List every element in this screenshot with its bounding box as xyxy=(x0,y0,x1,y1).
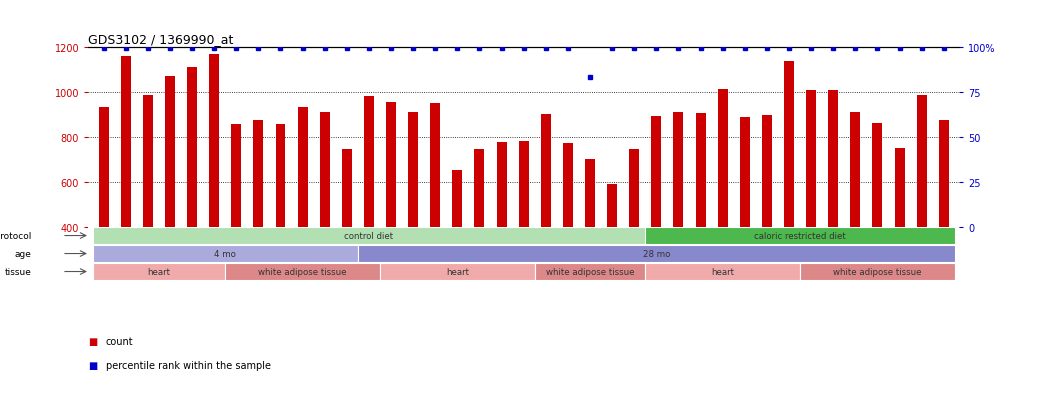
Bar xyxy=(298,108,308,227)
Bar xyxy=(276,125,285,227)
Bar xyxy=(143,96,152,227)
Bar xyxy=(645,228,955,244)
Bar xyxy=(165,77,175,227)
Bar xyxy=(99,108,109,227)
Text: tissue: tissue xyxy=(4,267,31,276)
Bar xyxy=(475,150,484,227)
Bar xyxy=(120,57,131,227)
Text: percentile rank within the sample: percentile rank within the sample xyxy=(106,361,271,370)
Bar xyxy=(386,102,396,227)
Bar xyxy=(518,142,529,227)
Bar xyxy=(800,264,955,280)
Bar xyxy=(784,62,794,227)
Bar xyxy=(92,246,358,262)
Bar xyxy=(409,113,418,227)
Text: age: age xyxy=(15,249,31,259)
Text: control diet: control diet xyxy=(344,231,393,240)
Text: 28 mo: 28 mo xyxy=(643,249,670,259)
Bar xyxy=(535,264,645,280)
Bar xyxy=(806,91,816,227)
Bar xyxy=(92,228,645,244)
Bar xyxy=(319,113,330,227)
Bar xyxy=(187,68,197,227)
Bar xyxy=(651,117,662,227)
Text: heart: heart xyxy=(147,267,170,276)
Bar xyxy=(739,118,750,227)
Bar xyxy=(696,114,705,227)
Bar xyxy=(253,121,263,227)
Bar xyxy=(718,90,728,227)
Bar xyxy=(430,104,441,227)
Text: ■: ■ xyxy=(88,336,97,346)
Bar xyxy=(209,55,219,227)
Bar xyxy=(645,264,800,280)
Bar xyxy=(342,150,352,227)
Text: count: count xyxy=(106,336,134,346)
Bar xyxy=(762,116,772,227)
Bar xyxy=(629,150,639,227)
Bar xyxy=(850,113,861,227)
Bar xyxy=(895,148,904,227)
Text: white adipose tissue: white adipose tissue xyxy=(545,267,635,276)
Bar xyxy=(364,97,374,227)
Bar xyxy=(872,124,882,227)
Text: white adipose tissue: white adipose tissue xyxy=(833,267,922,276)
Bar xyxy=(231,125,242,227)
Bar xyxy=(225,264,380,280)
Bar xyxy=(452,171,463,227)
Text: 4 mo: 4 mo xyxy=(215,249,236,259)
Text: heart: heart xyxy=(446,267,469,276)
Bar xyxy=(541,115,551,227)
Text: caloric restricted diet: caloric restricted diet xyxy=(754,231,846,240)
Bar xyxy=(563,144,572,227)
Bar xyxy=(585,160,595,227)
Bar xyxy=(673,113,683,227)
Bar xyxy=(92,264,225,280)
Bar xyxy=(497,143,506,227)
Text: growth protocol: growth protocol xyxy=(0,231,31,240)
Bar xyxy=(607,184,617,227)
Bar xyxy=(380,264,535,280)
Text: white adipose tissue: white adipose tissue xyxy=(258,267,346,276)
Bar xyxy=(358,246,955,262)
Text: ■: ■ xyxy=(88,361,97,370)
Bar xyxy=(917,96,927,227)
Text: GDS3102 / 1369990_at: GDS3102 / 1369990_at xyxy=(88,33,233,46)
Bar xyxy=(829,91,838,227)
Bar xyxy=(938,121,949,227)
Text: heart: heart xyxy=(711,267,734,276)
